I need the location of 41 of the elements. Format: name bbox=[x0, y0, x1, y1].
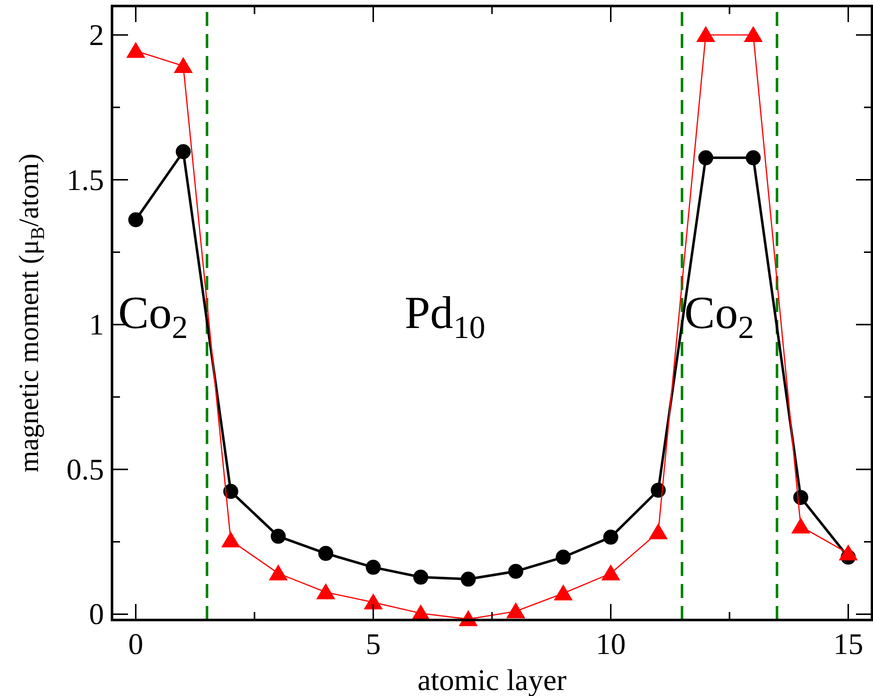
y-tick-label: 0 bbox=[89, 598, 104, 632]
point bbox=[128, 212, 144, 228]
point bbox=[648, 523, 668, 540]
point bbox=[268, 564, 288, 580]
y-tick-label: 1.5 bbox=[66, 164, 104, 197]
point bbox=[746, 150, 761, 166]
x-tick-label: 0 bbox=[128, 628, 144, 661]
point bbox=[603, 530, 618, 545]
point bbox=[223, 484, 238, 499]
annotation: Co$_{2}$ bbox=[684, 287, 754, 345]
point bbox=[554, 584, 573, 600]
point bbox=[506, 602, 526, 618]
point bbox=[650, 482, 666, 498]
annotation: Pd$_{10}$ bbox=[404, 287, 486, 345]
point bbox=[744, 26, 763, 42]
y-tick-label: 1 bbox=[89, 308, 104, 342]
point bbox=[696, 26, 716, 42]
point bbox=[318, 546, 334, 561]
point bbox=[601, 564, 620, 580]
point bbox=[413, 570, 428, 585]
point bbox=[698, 150, 714, 166]
point bbox=[508, 564, 524, 579]
point bbox=[221, 531, 240, 548]
point bbox=[460, 572, 476, 587]
y-tick-label: 2 bbox=[89, 18, 104, 52]
point bbox=[364, 593, 383, 610]
point bbox=[793, 490, 808, 505]
y-tick-label: 0.5 bbox=[66, 453, 104, 486]
point bbox=[316, 583, 336, 600]
point bbox=[174, 56, 193, 73]
point bbox=[556, 550, 571, 565]
point bbox=[176, 144, 191, 160]
x-tick-label: 5 bbox=[366, 628, 381, 661]
point bbox=[126, 42, 146, 58]
point bbox=[270, 528, 286, 544]
annotation: Co$_{2}$ bbox=[118, 287, 188, 345]
x-tick-label: 15 bbox=[833, 628, 864, 661]
point bbox=[791, 517, 810, 534]
x-tick-label: 10 bbox=[596, 628, 626, 661]
point bbox=[838, 544, 858, 560]
point bbox=[366, 560, 381, 575]
